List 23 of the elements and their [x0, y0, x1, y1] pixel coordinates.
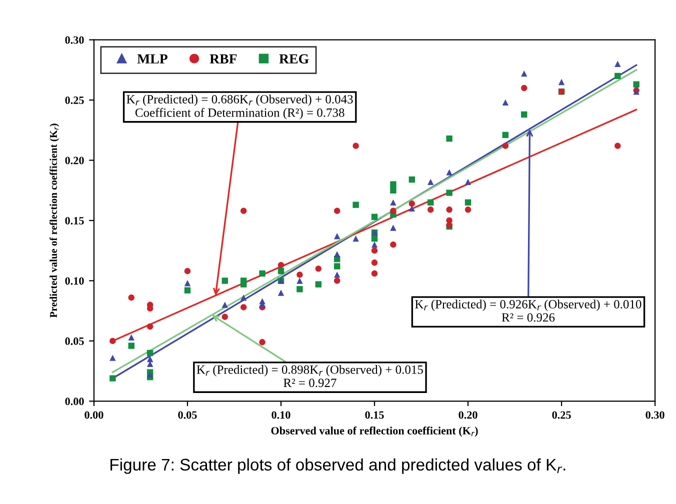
y-tick-label: 0.00	[65, 398, 84, 406]
y-tick-label: 0.10	[65, 277, 84, 285]
y-tick-label: 0.05	[65, 337, 84, 345]
caption: Figure 7: Scatter plots of observed and predicted values of K$_{r}$.	[110, 458, 566, 474]
y-tick-label: 0.20	[65, 156, 84, 164]
x-tick-label: 0.20	[458, 411, 478, 419]
legend-label: REG	[279, 54, 309, 64]
y-axis-title: Predicted value of reflection coefficient (K$_{r}$)	[50, 124, 60, 318]
legend-label: MLP	[137, 54, 168, 64]
annotation: K$_{r}$ (Predicted) = 0.926K$_{r}$ (Observed) + 0.010 R² = 0.926	[415, 300, 642, 322]
y-tick-label: 0.15	[65, 216, 84, 225]
x-tick-label: 0.00	[84, 411, 104, 419]
annotation: K$_{r}$ (Predicted) = 0.898K$_{r}$ (Observed) + 0.015 R² = 0.927	[196, 365, 423, 388]
x-axis-title: Observed value of reflection coefficient (K$_{r}$)	[271, 426, 478, 437]
x-tick-label: 0.10	[272, 411, 290, 419]
y-tick-label: 0.30	[65, 36, 84, 44]
x-tick-label: 0.05	[178, 411, 197, 419]
legend-label: RBF	[210, 54, 237, 64]
y-tick-label: 0.25	[65, 96, 84, 104]
x-tick-label: 0.30	[646, 411, 664, 419]
x-tick-label: 0.15	[365, 411, 384, 419]
annotation: K$_{r}$ (Predicted) = 0.686K$_{r}$ (Observed) + 0.043 Coefficient of Determination (R²) = 0.738	[126, 94, 353, 120]
x-tick-label: 0.25	[552, 411, 571, 419]
